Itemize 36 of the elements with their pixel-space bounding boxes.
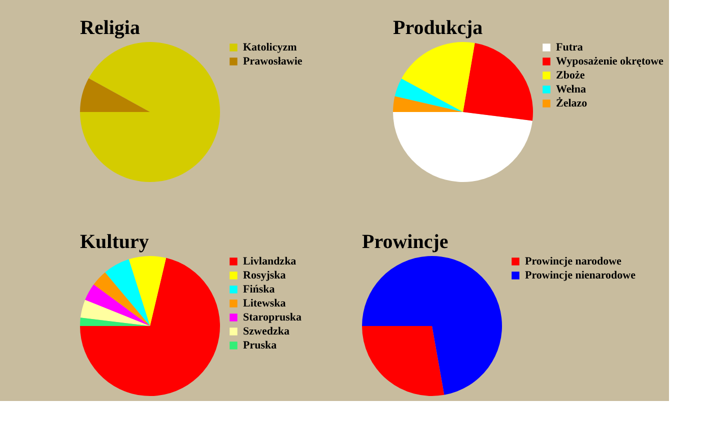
- legend-label: Prowincje nienarodowe: [525, 270, 636, 282]
- legend-label: Szwedzka: [243, 326, 290, 338]
- legend-label: Livlandzka: [243, 256, 297, 268]
- pie-slice: [94, 272, 150, 326]
- legend-label: Litewska: [243, 298, 286, 310]
- pie-slice: [393, 96, 463, 112]
- pie-slice: [463, 43, 533, 121]
- pie-slice: [105, 259, 150, 326]
- legend-label: Prawosławie: [243, 56, 302, 68]
- legend-label: Staropruska: [243, 312, 302, 324]
- chart-title: Religia: [80, 17, 140, 39]
- pie-slice: [80, 42, 220, 182]
- chart-title: Kultury: [80, 231, 149, 253]
- legend-label: Wełna: [556, 84, 586, 96]
- legend-label: Futra: [556, 42, 584, 54]
- legend-label: Prowincje narodowe: [525, 256, 622, 268]
- pie-slice: [80, 258, 220, 396]
- pie-slice: [362, 326, 444, 396]
- pie-slice: [80, 318, 150, 326]
- legend-label: Wyposażenie okrętowe: [556, 56, 664, 68]
- chart-title: Produkcja: [393, 17, 483, 39]
- legend-label: Katolicyzm: [243, 42, 297, 54]
- pie-slice: [80, 78, 150, 112]
- pie-slice: [401, 42, 475, 112]
- legend-label: Zboże: [556, 70, 585, 82]
- pie-slice: [362, 256, 502, 395]
- chart-title: Prowincje: [362, 231, 448, 253]
- legend-label: Żelazo: [556, 96, 588, 110]
- pie-slice: [128, 256, 166, 326]
- pie-slice: [80, 300, 150, 326]
- legend-label: Rosyjska: [243, 270, 286, 282]
- legend-label: Fińska: [243, 284, 276, 296]
- pie-slice: [394, 78, 463, 112]
- pie-slice: [85, 284, 150, 326]
- legend-label: Pruska: [243, 340, 278, 352]
- pie-slice: [393, 112, 532, 182]
